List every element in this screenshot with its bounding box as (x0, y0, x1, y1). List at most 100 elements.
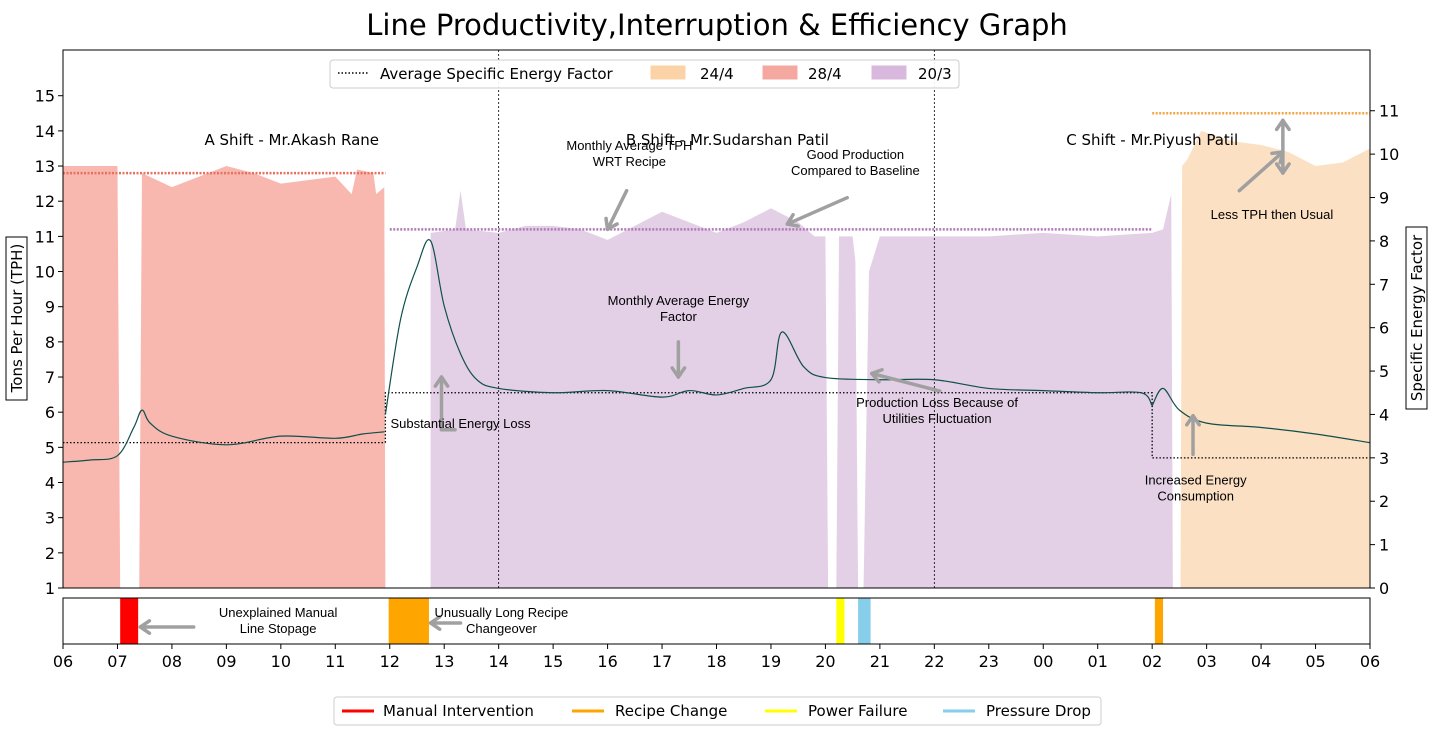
legend-label: 28/4 (808, 65, 842, 83)
shift-divider-lines (498, 50, 935, 588)
annotation-text: Production Loss Because of (856, 395, 1018, 410)
x-tick-label: 18 (706, 652, 726, 671)
legend-patch-swatch (650, 65, 686, 80)
right-tick-label: 5 (1379, 362, 1389, 381)
x-tick-label: 23 (979, 652, 999, 671)
x-tick-label: 21 (870, 652, 890, 671)
right-tick-label: 0 (1379, 579, 1389, 598)
arrow-monthly-average-energy-head (670, 366, 687, 379)
annotation-text: Substantial Energy Loss (390, 416, 531, 431)
area-28-4 (63, 166, 386, 588)
bottom-legend: Manual Intervention Recipe Change Power Fa… (333, 696, 1102, 726)
annotation-text: Monthly Average TPH (566, 138, 692, 153)
interruption-annotation-text: Changeover (466, 621, 537, 636)
shift-label: C Shift - Mr.Piyush Patil (1066, 131, 1238, 149)
legend-label: Recipe Change (615, 702, 727, 720)
x-tick-label: 11 (325, 652, 345, 671)
legend-label: 24/4 (700, 65, 734, 83)
bottom-legend-frame (333, 696, 1102, 726)
x-tick-label: 00 (1033, 652, 1053, 671)
left-tick-label: 8 (45, 333, 55, 352)
x-tick-label: 09 (216, 652, 236, 671)
right-tick-label: 4 (1379, 405, 1389, 424)
right-tick-label: 11 (1379, 102, 1399, 121)
arrow-increased-energy-head (1185, 413, 1201, 427)
legend-label: Pressure Drop (986, 702, 1091, 720)
left-tick-label: 7 (45, 368, 55, 387)
arrow-good-production-head (785, 212, 800, 228)
right-tick-label: 2 (1379, 492, 1389, 511)
arrow-good-production (785, 195, 849, 226)
x-tick-label: 22 (924, 652, 944, 671)
arrow-less-tph-down-head (1274, 162, 1291, 175)
x-tick-label: 19 (761, 652, 781, 671)
x-tick-label: 04 (1251, 652, 1271, 671)
left-tick-label: 14 (35, 122, 55, 141)
x-tick-label: 08 (162, 652, 182, 671)
area-24-4 (1180, 130, 1370, 588)
left-tick-label: 6 (45, 403, 55, 422)
left-tick-label: 13 (35, 157, 55, 176)
legend-label: Manual Intervention (383, 702, 534, 720)
left-tick-label: 12 (35, 192, 55, 211)
interruption-annotation-text: Line Stopage (240, 621, 317, 636)
main-plot-frame (62, 49, 1371, 589)
right-axis-label-box: Specific Energy Factor (1405, 226, 1428, 410)
x-tick-label: 15 (543, 652, 563, 671)
energy-factor-lines (62, 239, 1371, 463)
interruption-annotation-text: Unexplained Manual (219, 605, 338, 620)
right-tick-label: 1 (1379, 536, 1389, 555)
energy-factor-line-20-3 (384, 239, 1153, 415)
interruption-bar-recipe-change (1154, 598, 1164, 644)
x-tick-label: 06 (53, 652, 73, 671)
interruption-bars (120, 598, 1164, 644)
arrow-less-tph-up (1237, 150, 1285, 193)
annotation-text: Factor (660, 309, 698, 324)
interruption-annotation-text: Unusually Long Recipe (435, 605, 569, 620)
annotation-arrows (433, 118, 1291, 457)
interruption-bar-recipe-change (388, 598, 429, 644)
average-tph-lines (63, 112, 1370, 231)
energy-factor-line-28-4 (62, 409, 385, 463)
x-axis-ticks: 06 07 08 09 10 11 12 13 14 15 16 17 18 19 20 21 22 23 00 01… (53, 644, 1380, 671)
right-tick-label: 3 (1379, 449, 1389, 468)
interruption-bar-manual-intervention (120, 598, 139, 644)
x-tick-label: 14 (488, 652, 508, 671)
arrow-manual-stopage-head (138, 619, 152, 635)
right-tick-label: 6 (1379, 319, 1389, 338)
shift-labels: A Shift - Mr.Akash Rane B Shift - Mr.Suda… (204, 131, 1238, 149)
right-tick-label: 8 (1379, 232, 1389, 251)
top-legend-frame (329, 59, 960, 89)
shift-label: A Shift - Mr.Akash Rane (204, 131, 379, 149)
legend-patch-swatch (871, 65, 907, 80)
left-axis-label: Tons Per Hour (TPH) (8, 244, 26, 394)
annotation-text: Monthly Average Energy (608, 293, 750, 308)
annotation-text: Less TPH then Usual (1211, 207, 1334, 222)
right-axis-label: Specific Energy Factor (1408, 234, 1426, 401)
x-tick-label: 13 (434, 652, 454, 671)
legend-label: Average Specific Energy Factor (380, 65, 614, 83)
left-tick-label: 3 (45, 509, 55, 528)
annotation-text: Good Production (807, 147, 905, 162)
x-tick-label: 01 (1088, 652, 1108, 671)
x-tick-label: 05 (1305, 652, 1325, 671)
x-tick-label: 12 (380, 652, 400, 671)
chart-title: Line Productivity,Interruption & Efficie… (366, 8, 1068, 42)
left-tick-label: 1 (45, 579, 55, 598)
left-tick-label: 4 (45, 474, 55, 493)
annotation-text: WRT Recipe (593, 154, 666, 169)
x-tick-label: 07 (107, 652, 127, 671)
left-tick-label: 5 (45, 438, 55, 457)
x-tick-label: 06 (1360, 652, 1380, 671)
x-tick-label: 17 (652, 652, 672, 671)
arrow-production-loss-head (869, 368, 884, 384)
annotation-text: Compared to Baseline (791, 163, 920, 178)
right-axis-ticks: 0 1 2 3 4 5 6 7 8 9 10 11 (1370, 102, 1399, 598)
average-energy-lines (63, 392, 1370, 459)
legend-patch-swatch (762, 65, 798, 80)
arrow-production-loss (869, 371, 942, 393)
interruption-bar-power-failure (836, 598, 845, 644)
